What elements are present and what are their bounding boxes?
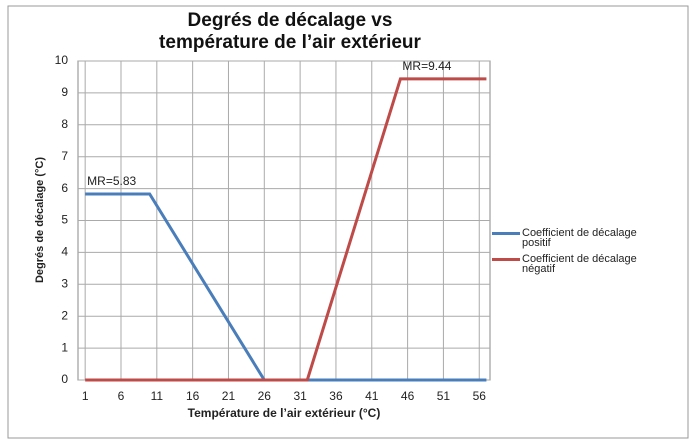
legend-item: Coefficient de décalage négatif (492, 253, 694, 275)
legend-swatch (492, 258, 520, 261)
x-tick-label: 21 (222, 389, 236, 403)
x-tick-label: 11 (151, 389, 164, 403)
legend-label: Coefficient de décalage négatif (522, 253, 637, 275)
legend-item: Coefficient de décalage positif (492, 227, 694, 249)
annotation: MR=9.44 (402, 59, 451, 73)
y-tick-label: 5 (61, 213, 68, 227)
series-line (85, 192, 487, 382)
y-tick-label: 1 (61, 340, 68, 354)
y-tick-label: 6 (61, 181, 68, 195)
x-tick-label: 1 (82, 389, 89, 403)
x-tick-label: 6 (118, 389, 125, 403)
series-line (85, 77, 487, 382)
x-tick-label: 26 (258, 389, 272, 403)
x-tick-label: 51 (437, 389, 451, 403)
x-tick-label: 56 (473, 389, 487, 403)
x-axis-label: Température de l’air extérieur (°C) (188, 406, 381, 420)
y-tick-label: 7 (61, 149, 68, 163)
y-tick-label: 10 (55, 53, 69, 67)
y-tick-label: 4 (61, 245, 68, 259)
y-tick-label: 0 (61, 372, 68, 386)
y-tick-label: 2 (61, 308, 68, 322)
y-tick-label: 9 (61, 85, 68, 99)
y-tick-label: 3 (61, 276, 68, 290)
chart-border (7, 5, 689, 439)
x-tick-label: 36 (329, 389, 343, 403)
x-tick-label: 31 (293, 389, 307, 403)
y-axis-label: Degrés de décalage (°C) (34, 157, 46, 283)
x-tick-label: 46 (401, 389, 415, 403)
annotation: MR=5.83 (87, 174, 136, 188)
legend-swatch (492, 232, 520, 235)
legend-label: Coefficient de décalage positif (522, 227, 637, 249)
x-tick-label: 41 (365, 389, 379, 403)
y-tick-label: 8 (61, 117, 68, 131)
chart-title: Degrés de décalage vs température de l’a… (159, 10, 421, 53)
x-tick-label: 16 (186, 389, 200, 403)
